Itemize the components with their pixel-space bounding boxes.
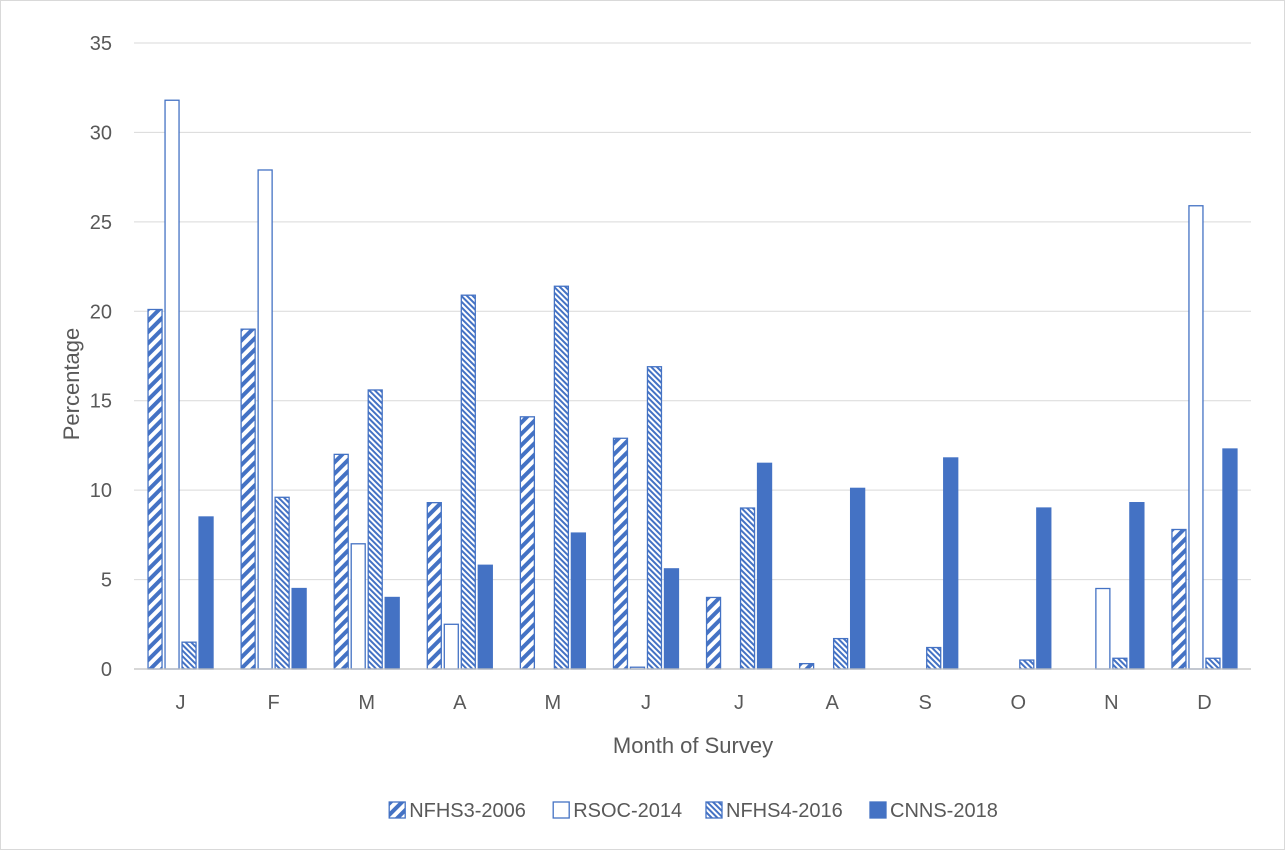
legend-label: NFHS4-2016 [726,800,843,822]
bar-nfhs4-2016 [367,389,383,670]
bar-nfhs3-2006 [240,328,256,670]
y-tick-label: 15 [90,391,112,413]
bar-nfhs3-2006 [519,416,536,670]
x-tick-label: J [641,692,651,714]
bar-cnns-2018 [943,457,959,670]
bar-rsoc-2014 [1188,205,1204,670]
bar-cnns-2018 [663,568,680,670]
bar-rsoc-2014 [164,99,180,670]
x-tick-label: S [919,692,932,714]
x-tick-label: A [453,692,467,714]
bar-nfhs3-2006 [612,437,629,670]
y-axis-title: Percentage [59,328,84,441]
x-tick-label: N [1104,692,1118,714]
legend-label: CNNS-2018 [890,800,998,822]
bar-cnns-2018 [384,596,400,670]
y-tick-label: 20 [90,301,112,323]
legend-swatch [388,801,406,819]
x-tick-label: J [176,692,186,714]
x-tick-label: M [358,692,375,714]
bar-nfhs4-2016 [553,285,570,670]
bar-nfhs3-2006 [1171,528,1187,670]
legend-swatch [705,801,723,819]
bar-nfhs4-2016 [181,641,197,670]
bars [147,99,1238,670]
y-tick-label: 25 [90,212,112,234]
y-tick-label: 5 [101,570,112,592]
bar-nfhs4-2016 [739,507,756,670]
y-tick-label: 35 [90,33,112,55]
bar-rsoc-2014 [350,543,366,670]
x-tick-label: D [1197,692,1211,714]
bar-nfhs4-2016 [460,294,476,670]
bar-nfhs4-2016 [1205,657,1221,670]
y-tick-label: 0 [101,659,112,681]
bar-cnns-2018 [1036,507,1052,670]
bar-rsoc-2014 [257,169,273,670]
legend-swatch [552,801,570,819]
bar-nfhs3-2006 [333,453,349,670]
legend: NFHS3-2006 RSOC-2014 NFHS4-2016 CNNS-2018 [388,800,998,822]
y-tick-label: 30 [90,122,112,144]
bar-rsoc-2014 [443,623,459,670]
x-tick-label: A [825,692,839,714]
bar-cnns-2018 [570,532,587,670]
bar-nfhs4-2016 [926,646,942,670]
bar-nfhs4-2016 [274,496,290,670]
bar-nfhs3-2006 [426,502,442,670]
bar-cnns-2018 [291,587,307,670]
bar-cnns-2018 [1129,502,1145,670]
x-tick-label: F [268,692,280,714]
bar-nfhs4-2016 [1112,657,1128,670]
bar-cnns-2018 [477,564,493,670]
legend-label: RSOC-2014 [573,800,682,822]
x-tick-label: J [734,692,744,714]
bar-nfhs4-2016 [646,366,663,670]
bar-rsoc-2014 [1095,587,1111,670]
bar-nfhs4-2016 [1019,659,1035,670]
bar-nfhs4-2016 [832,637,849,670]
x-tick-label: M [545,692,562,714]
gridlines: 0 5 10 15 20 25 30 35 [90,33,1251,681]
x-axis-title: Month of Survey [613,733,773,758]
bar-cnns-2018 [1222,448,1238,670]
y-tick-label: 10 [90,480,112,502]
bar-cnns-2018 [756,462,773,670]
bar-cnns-2018 [849,487,866,670]
legend-label: NFHS3-2006 [409,800,526,822]
bar-nfhs3-2006 [798,662,815,670]
legend-swatch [869,801,887,819]
x-tick-label: O [1011,692,1027,714]
bar-nfhs3-2006 [705,596,722,670]
bar-cnns-2018 [198,516,214,670]
bar-nfhs3-2006 [147,308,163,670]
